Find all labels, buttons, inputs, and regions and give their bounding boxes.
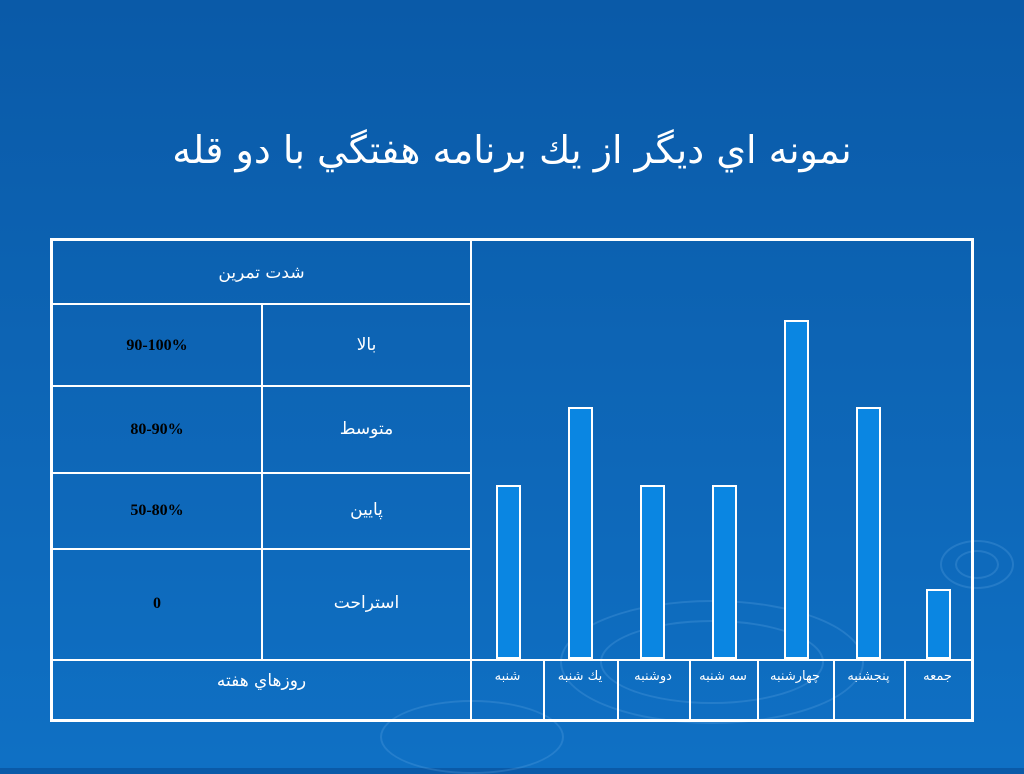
level-value-high: 90-100% (126, 337, 188, 354)
schedule-table: شدت تمرين بالا 90-100% متوسط 80-90% پايي… (50, 238, 974, 722)
day-divider (617, 661, 619, 722)
row-divider (53, 548, 470, 550)
day-divider (833, 661, 835, 722)
day-divider (904, 661, 906, 722)
day-label: چهارشنبه (770, 669, 820, 684)
decorative-ripple (940, 540, 1014, 589)
day-divider (689, 661, 691, 722)
chart-bar (783, 319, 809, 659)
slide-title: نمونه اي ديگر از يك برنامه هفتگي با دو ق… (172, 128, 852, 172)
table-divider-main (470, 241, 472, 722)
day-label: جمعه (923, 669, 952, 684)
level-value-low: 50-80% (130, 502, 184, 519)
chart-baseline (53, 659, 971, 661)
day-divider (543, 661, 545, 722)
row-divider (53, 303, 470, 305)
day-divider (757, 661, 759, 722)
day-label: پنجشنبه (847, 669, 890, 684)
row-divider (53, 472, 470, 474)
level-label-low: پايين (350, 500, 383, 520)
level-value-rest: 0 (153, 595, 161, 612)
table-divider-inner (261, 305, 263, 661)
day-label: دوشنبه (634, 669, 672, 684)
chart-bar (925, 589, 951, 659)
chart-bar (711, 485, 737, 659)
chart-bar (639, 485, 665, 659)
chart-bar (567, 406, 593, 659)
day-label: شنبه (494, 669, 521, 684)
day-label: سه شنبه (699, 669, 747, 684)
chart-bar (495, 485, 521, 659)
chart-bar (855, 406, 881, 659)
days-of-week-label: روزهاي هفته (216, 671, 307, 691)
intensity-header: شدت تمرين (218, 263, 305, 283)
weekly-intensity-chart: شنبه يك شنبه دوشنبه سه شنبه چهارشنبه پنجشنبه ج… (472, 241, 971, 722)
level-label-rest: استراحت (333, 593, 400, 613)
day-label: يك شنبه (557, 669, 603, 684)
level-label-medium: متوسط (339, 419, 394, 439)
decorative-ripple (955, 550, 999, 579)
level-value-medium: 80-90% (130, 421, 184, 438)
level-label-high: بالا (356, 335, 377, 355)
row-divider (53, 385, 470, 387)
